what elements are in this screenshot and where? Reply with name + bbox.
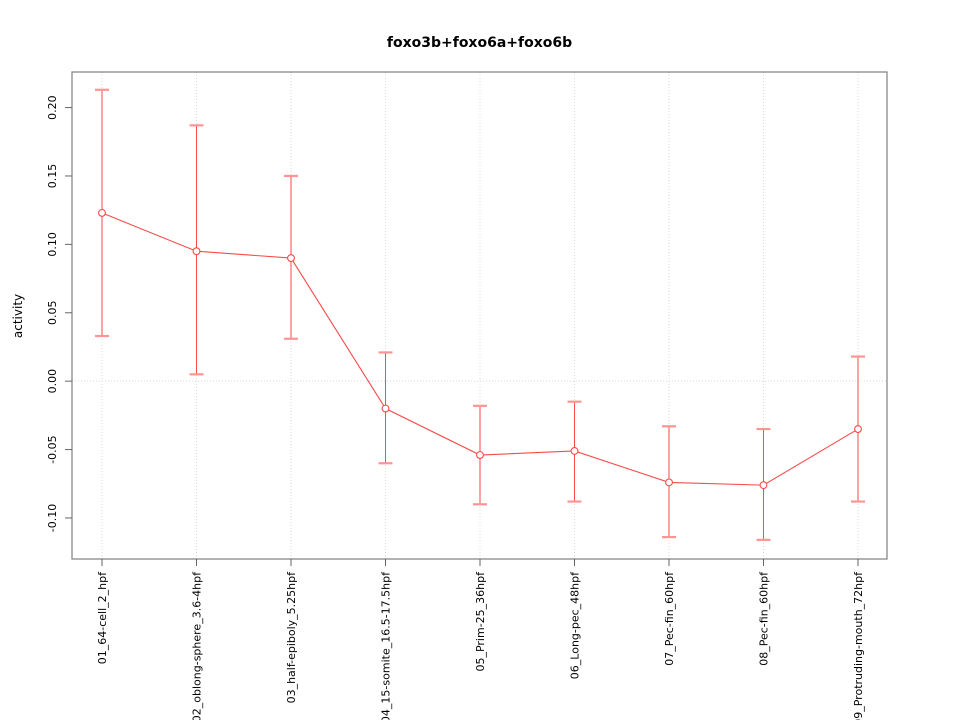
data-point-marker: [854, 425, 862, 433]
data-point-marker: [476, 451, 484, 459]
data-point-marker: [192, 247, 201, 256]
data-point-marker: [287, 254, 295, 262]
x-category-label: 02_oblong-sphere_3.6-4hpf: [191, 571, 204, 720]
y-tick-label: 0.05: [46, 301, 59, 326]
x-category-label: 04_15-somite_16.5-17.5hpf: [380, 571, 393, 720]
x-category-label: 03_half-epiboly_5.25hpf: [285, 571, 298, 704]
series-group: [95, 88, 865, 541]
axes-group: -0.10 -0.05 0.00 0.05 0.10 0.15 0.20 01_64-cell…: [46, 71, 888, 720]
data-point-marker: [98, 208, 106, 217]
x-category-label: 06_Long-pec_48hpf: [569, 571, 582, 679]
data-point-marker: [759, 481, 768, 490]
x-category-label: 09_Protruding-mouth_72hpf: [852, 571, 865, 720]
y-tick-label: 0.15: [46, 164, 59, 189]
y-tick-label: -0.05: [46, 435, 59, 463]
data-point-marker: [665, 478, 673, 487]
x-category-label: 07_Pec-fin_60hpf: [663, 571, 676, 666]
chart-title: foxo3b+foxo6a+foxo6b: [386, 35, 573, 51]
y-tick-label: 0.10: [46, 232, 59, 257]
y-axis-title: activity: [11, 294, 25, 338]
x-category-label: 01_64-cell_2_hpf: [96, 571, 109, 664]
y-tick-label: 0.00: [46, 369, 59, 394]
x-category-label: 08_Pec-fin_60hpf: [758, 571, 771, 666]
y-tick-label: 0.20: [46, 95, 59, 120]
data-point-marker: [570, 446, 579, 455]
x-category-label: 05_Prim-25_36hpf: [474, 571, 487, 672]
y-tick-label: -0.10: [46, 504, 59, 532]
data-point-marker: [381, 404, 390, 413]
